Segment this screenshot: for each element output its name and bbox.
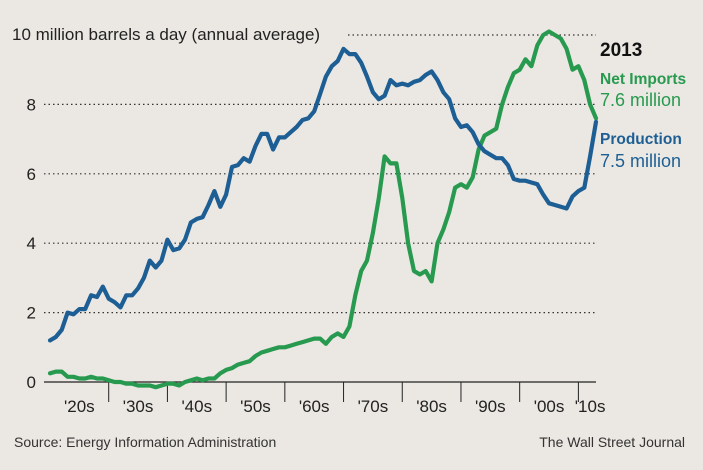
x-tick-label: '50s (240, 397, 271, 416)
x-tick-label: '00s (534, 397, 565, 416)
production-label: Production (600, 131, 682, 148)
y-axis-ticks: 0 2 4 6 8 (27, 95, 36, 392)
source-note: Source: Energy Information Administratio… (14, 434, 276, 450)
net-imports-value: 7.6 million (600, 90, 681, 110)
x-tick-label: '30s (123, 397, 154, 416)
production-value: 7.5 million (600, 151, 681, 171)
series-line-net-imports (47, 29, 599, 390)
x-axis-ticks: '20s '30s '40s '50s '60s '70s '80s '90s '00s '10s (64, 397, 605, 416)
y-tick-label: 2 (27, 304, 36, 323)
series-line-production (47, 46, 599, 343)
y-tick-label: 8 (27, 95, 36, 114)
net-imports-label: Net Imports (600, 71, 686, 88)
publisher-credit: The Wall Street Journal (539, 434, 685, 450)
y-tick-label: 4 (27, 234, 36, 253)
chart-title: 10 million barrels a day (annual average… (12, 25, 320, 44)
x-tick-label: '70s (358, 397, 389, 416)
x-tick-label: '40s (181, 397, 212, 416)
series-lines (47, 29, 599, 390)
y-tick-label: 0 (27, 373, 36, 392)
x-tick-label: '20s (64, 397, 95, 416)
x-tick-label: '10s (575, 397, 606, 416)
annotation-year: 2013 (600, 40, 642, 61)
x-tick-label: '90s (475, 397, 506, 416)
y-tick-label: 6 (27, 165, 36, 184)
x-tick-label: '80s (416, 397, 447, 416)
x-tick-label: '60s (299, 397, 330, 416)
